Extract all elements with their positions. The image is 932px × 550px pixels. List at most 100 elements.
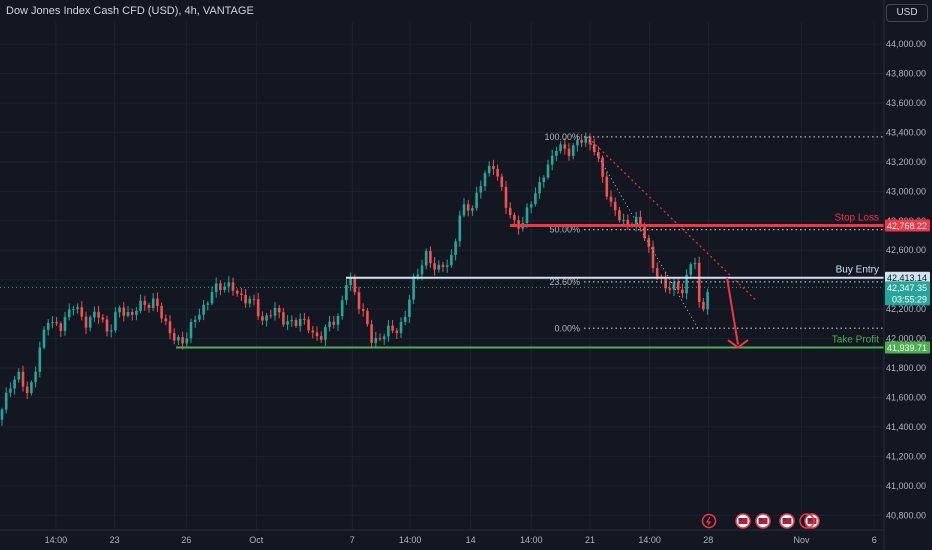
candle-body: [324, 327, 327, 340]
currency-button[interactable]: USD: [886, 4, 928, 22]
fib-trend-line: [586, 136, 699, 329]
candle-body: [622, 219, 625, 221]
candle-body: [693, 262, 697, 265]
candle-body: [67, 309, 71, 318]
candle-body: [441, 264, 445, 267]
grid: [0, 22, 884, 530]
candle-body: [576, 140, 579, 146]
candle-body: [168, 321, 172, 334]
flag-icon-canton: [807, 518, 812, 521]
candle-body: [72, 309, 75, 311]
candle-body: [399, 321, 403, 334]
candle-body: [282, 312, 285, 325]
time-tick-label: Nov: [794, 535, 811, 545]
candle-body: [336, 316, 340, 325]
time-tick-label: 14:00: [45, 535, 68, 545]
candle-body: [38, 347, 42, 372]
flag-icon-canton: [738, 518, 743, 521]
candles: [0, 132, 709, 426]
candle-body: [508, 207, 512, 215]
candle-body: [639, 216, 642, 227]
candle-body: [315, 332, 319, 337]
candle-body: [387, 325, 390, 337]
candle-body: [59, 323, 63, 331]
candle-body: [311, 330, 315, 333]
us-flag-event-icon: [735, 513, 751, 529]
candle-body: [378, 338, 382, 340]
candle-body: [63, 317, 67, 331]
drawings: 100.00% 50.00% 23.60% 0.00%: [0, 132, 884, 349]
candle-body: [193, 319, 197, 322]
candle-body: [298, 318, 302, 326]
candle-body: [689, 264, 693, 275]
us-flag-event-icon: [779, 513, 795, 529]
candle-body: [361, 309, 365, 311]
time-tick-label: 14: [466, 535, 476, 545]
candle-body: [542, 177, 546, 183]
candle-body: [672, 281, 676, 290]
us-flag-event-icon: [804, 513, 820, 529]
price-tick-label: 43,000.00: [886, 186, 926, 196]
candle-body: [349, 277, 352, 286]
candle-body: [412, 276, 415, 300]
candle-body: [613, 201, 617, 211]
candle-body: [240, 293, 243, 295]
candle-body: [143, 300, 147, 305]
candle-body: [147, 304, 151, 308]
time-tick-label: 6: [872, 535, 877, 545]
chart-title: Dow Jones Index Cash CFD (USD), 4h, VANT…: [6, 5, 254, 17]
price-tick-label: 41,800.00: [886, 363, 926, 373]
trend-channel-line: [591, 140, 757, 301]
candle-body: [17, 371, 21, 380]
candle-body: [122, 307, 126, 316]
candle-body: [500, 176, 504, 187]
candle-body: [223, 286, 226, 291]
candle-body: [437, 264, 441, 270]
time-tick-label: 28: [703, 535, 713, 545]
candle-body: [685, 274, 688, 294]
candle-body: [374, 338, 378, 343]
price-tick-label: 41,000.00: [886, 481, 926, 491]
price-tick-label: 42,600.00: [886, 245, 926, 255]
flag-icon-stripes: [738, 518, 748, 524]
flag-icon-stripes: [758, 518, 768, 524]
candle-body: [559, 144, 562, 151]
candle-body: [34, 371, 37, 383]
candle-body: [651, 246, 655, 269]
candle-body: [391, 325, 394, 331]
candle-body: [114, 312, 117, 331]
take-profit-label: Take Profit: [832, 334, 879, 345]
candle-body: [252, 298, 256, 300]
candle-body: [655, 268, 659, 277]
candle-body: [109, 330, 113, 332]
candle-body: [429, 251, 432, 264]
candle-body: [424, 251, 428, 266]
candle-body: [319, 336, 323, 340]
candle-body: [370, 324, 373, 343]
candle-body: [366, 310, 369, 325]
candle-body: [30, 382, 33, 394]
last-price-tag: [885, 281, 930, 306]
candle-body: [492, 165, 495, 169]
flag-icon-canton: [758, 518, 763, 521]
candle-body: [496, 168, 499, 177]
candle-body: [403, 316, 407, 322]
candle-body: [273, 307, 277, 316]
stop-loss-price-tag: [885, 219, 930, 232]
time-tick-label: 23: [110, 535, 120, 545]
candle-body: [634, 216, 638, 226]
time-tick-label: 21: [585, 535, 595, 545]
candle-body: [408, 299, 411, 317]
candle-body: [97, 311, 100, 318]
candle-body: [332, 321, 336, 325]
candle-body: [118, 307, 121, 313]
candle-body: [105, 319, 109, 332]
candle-body: [504, 186, 508, 208]
candle-body: [513, 214, 516, 221]
candle-body: [626, 219, 630, 225]
buy-entry-price-tag: [885, 271, 930, 284]
candle-body: [580, 140, 583, 143]
candle-body: [550, 155, 554, 165]
candle-body: [185, 338, 189, 344]
